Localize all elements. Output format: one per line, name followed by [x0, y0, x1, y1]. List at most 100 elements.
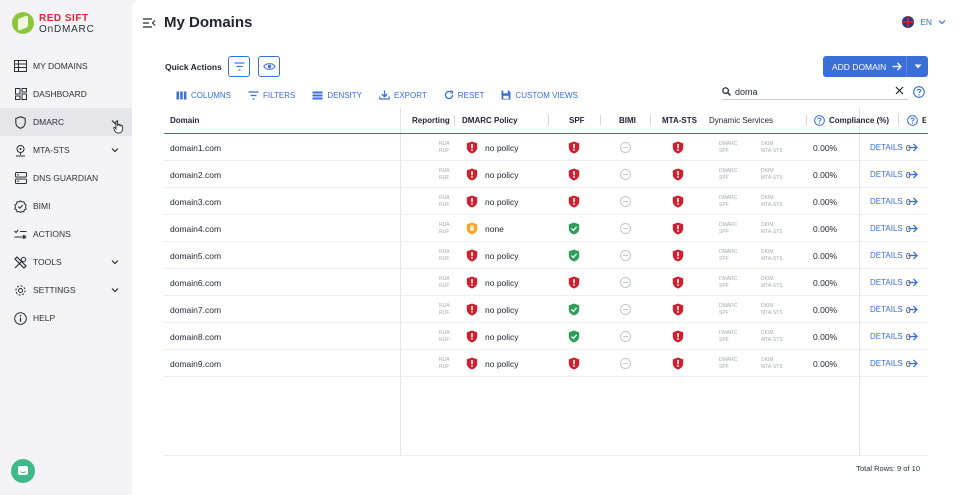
dynamic-mta-sts-label: MTA-STS — [761, 283, 783, 289]
reporting-rua-label: RUA — [439, 249, 450, 255]
app-logo[interactable]: RED SIFT OnDMARC — [12, 12, 122, 36]
header-mta-sts[interactable]: MTA-STS — [662, 116, 697, 125]
sidebar-item-tools[interactable]: TOOLS — [0, 248, 132, 276]
compliance-value: 0.00% — [813, 223, 838, 234]
reporting-ruf-label: RUF — [439, 202, 450, 208]
reporting-rua-label: RUA — [439, 330, 450, 336]
header-domain[interactable]: Domain — [170, 116, 200, 125]
reporting-ruf-label: RUF — [439, 175, 450, 181]
sidebar-item-mta-sts[interactable]: MTA-STS — [0, 136, 132, 164]
dashboard-icon — [14, 88, 27, 101]
shield-check-icon — [568, 249, 580, 262]
sidebar-item-my-domains[interactable]: MY DOMAINS — [0, 52, 132, 80]
reset-button[interactable]: RESET — [444, 90, 484, 100]
table-row[interactable]: domain3.com RUA RUF no policy DMARC SPF DKIM MT… — [164, 188, 928, 215]
details-link[interactable]: DETAILS — [870, 134, 918, 161]
chevron-down-icon[interactable] — [110, 145, 120, 155]
quick-actions-label: Quick Actions — [165, 62, 222, 72]
domain-name[interactable]: domain7.com — [170, 304, 222, 315]
logo-brand-top: RED SIFT — [39, 13, 89, 24]
table-footer-divider — [164, 455, 928, 456]
details-link[interactable]: DETAILS — [870, 269, 918, 296]
columns-button[interactable]: COLUMNS — [176, 91, 231, 100]
domain-name[interactable]: domain6.com — [170, 277, 222, 288]
sidebar-item-settings[interactable]: SETTINGS — [0, 276, 132, 304]
add-domain-button[interactable]: ADD DOMAIN — [823, 56, 928, 77]
arrow-right-icon — [908, 170, 918, 179]
domain-name[interactable]: domain5.com — [170, 250, 222, 261]
chevron-down-icon[interactable] — [110, 285, 120, 295]
chevron-down-icon[interactable] — [110, 257, 120, 267]
dynamic-dmarc-label: DMARC — [719, 303, 738, 309]
bimi-status — [620, 269, 631, 296]
dynamic-dkim-label: DKIM — [761, 222, 774, 228]
sidebar-item-help[interactable]: HELP — [0, 304, 132, 332]
reporting-rua-label: RUA — [439, 303, 450, 309]
domain-search-input[interactable]: doma — [722, 84, 908, 100]
columns-icon — [176, 91, 187, 99]
details-link[interactable]: DETAILS — [870, 296, 918, 323]
header-email-volume[interactable]: Email Volume — [922, 116, 926, 125]
details-link[interactable]: DETAILS — [870, 161, 918, 188]
table-row[interactable]: domain9.com RUA RUF no policy DMARC SPF DKIM MT… — [164, 350, 928, 377]
spf-status — [568, 161, 580, 188]
domain-name[interactable]: domain4.com — [170, 223, 222, 234]
density-button[interactable]: DENSITY — [312, 91, 362, 100]
header-spf[interactable]: SPF — [569, 116, 585, 125]
header-dynamic-services[interactable]: Dynamic Services — [709, 116, 774, 125]
details-link[interactable]: DETAILS — [870, 242, 918, 269]
table-pinned-divider — [400, 107, 401, 455]
help-question-icon[interactable] — [913, 86, 925, 98]
logo-brand-bottom: OnDMARC — [39, 24, 95, 35]
details-label: DETAILS — [870, 359, 903, 368]
details-link[interactable]: DETAILS — [870, 323, 918, 350]
chat-support-button[interactable] — [11, 459, 35, 483]
quick-view-button[interactable] — [258, 56, 280, 77]
table-row[interactable]: domain1.com RUA RUF no policy DMARC SPF DKIM MT… — [164, 134, 928, 161]
table-row[interactable]: domain4.com RUA RUF none DMARC SPF DKIM MTA-STS… — [164, 215, 928, 242]
details-link[interactable]: DETAILS — [870, 350, 918, 377]
dmarc-policy-status — [466, 188, 478, 215]
help-question-icon[interactable] — [907, 115, 918, 126]
table-row[interactable]: domain8.com RUA RUF no policy DMARC SPF DKIM MT… — [164, 323, 928, 350]
table-row[interactable]: domain7.com RUA RUF no policy DMARC SPF DKIM MT… — [164, 296, 928, 323]
details-link[interactable]: DETAILS — [870, 215, 918, 242]
filters-button[interactable]: FILTERS — [248, 91, 295, 100]
clear-search-icon[interactable] — [895, 86, 904, 95]
header-bimi[interactable]: BIMI — [619, 116, 636, 125]
language-selector[interactable]: EN — [902, 16, 946, 28]
shield-alert-icon — [466, 141, 478, 154]
quick-filter-button[interactable] — [228, 56, 250, 77]
sidebar-item-dmarc[interactable]: DMARC — [0, 108, 132, 136]
sidebar-item-actions[interactable]: ACTIONS — [0, 220, 132, 248]
header-reporting[interactable]: Reporting — [412, 116, 450, 125]
domain-name[interactable]: domain2.com — [170, 169, 222, 180]
bimi-status — [620, 215, 631, 242]
export-button[interactable]: EXPORT — [379, 90, 427, 100]
arrow-right-icon — [908, 305, 918, 314]
dynamic-dmarc-label: DMARC — [719, 222, 738, 228]
help-question-icon[interactable] — [814, 115, 825, 126]
domain-name[interactable]: domain1.com — [170, 142, 222, 153]
table-row[interactable]: domain5.com RUA RUF no policy DMARC SPF DKIM MT… — [164, 242, 928, 269]
domain-name[interactable]: domain3.com — [170, 196, 222, 207]
sidebar-item-bimi[interactable]: BIMI — [0, 192, 132, 220]
sidebar-item-dashboard[interactable]: DASHBOARD — [0, 80, 132, 108]
details-link[interactable]: DETAILS — [870, 188, 918, 215]
bimi-not-configured-icon — [620, 196, 631, 207]
table-row[interactable]: domain2.com RUA RUF no policy DMARC SPF DKIM MT… — [164, 161, 928, 188]
custom-views-button[interactable]: CUSTOM VIEWS — [501, 90, 578, 100]
header-compliance[interactable]: Compliance (%) — [829, 116, 890, 125]
sidebar-item-label: MY DOMAINS — [33, 61, 88, 71]
add-domain-dropdown-toggle[interactable] — [906, 56, 928, 77]
domain-name[interactable]: domain9.com — [170, 358, 222, 369]
domain-name[interactable]: domain8.com — [170, 331, 222, 342]
table-row[interactable]: domain6.com RUA RUF no policy DMARC SPF DKIM MT… — [164, 269, 928, 296]
header-dmarc-policy[interactable]: DMARC Policy — [462, 116, 518, 125]
dynamic-mta-sts-label: MTA-STS — [761, 256, 783, 262]
sidebar-item-dns-guardian[interactable]: DNS GUARDIAN — [0, 164, 132, 192]
collapse-menu-icon[interactable] — [142, 16, 156, 30]
spf-status — [568, 215, 580, 242]
compliance-value: 0.00% — [813, 250, 838, 261]
bimi-not-configured-icon — [620, 358, 631, 369]
